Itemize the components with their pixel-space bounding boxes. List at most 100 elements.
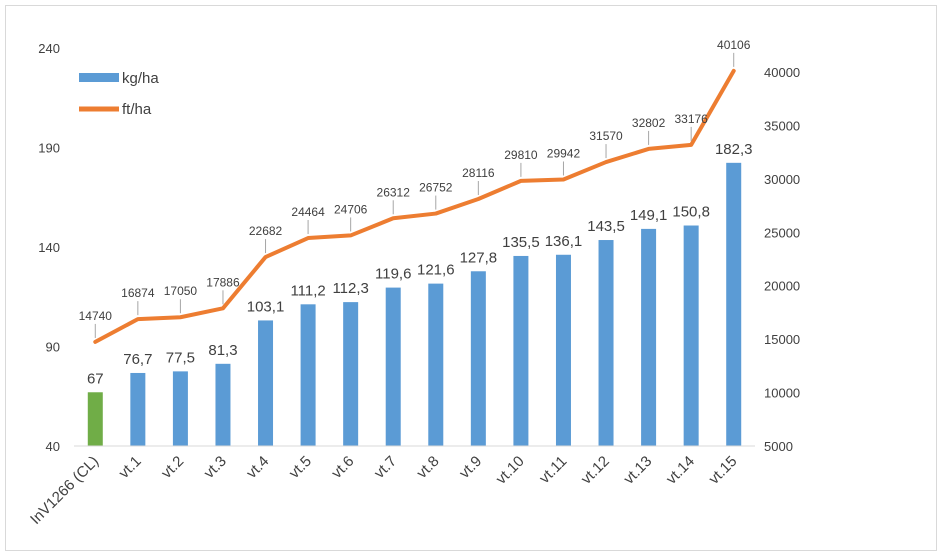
line-path	[93, 68, 736, 344]
line-point	[476, 197, 480, 201]
line-point	[306, 236, 310, 240]
category-label: vt.14	[663, 453, 698, 488]
right-axis-tick-label: 40000	[764, 65, 800, 80]
left-axis-tick-label: 40	[46, 439, 60, 454]
line-point	[732, 69, 736, 73]
line-data-label: 33176	[674, 112, 708, 126]
left-axis-tick-label: 140	[38, 240, 60, 255]
bar	[683, 225, 699, 446]
right-axis-tick-label: 35000	[764, 118, 800, 133]
right-axis-tick-label: 30000	[764, 172, 800, 187]
bar	[215, 363, 231, 446]
chart-frame	[5, 5, 937, 551]
line-data-label: 29942	[547, 146, 581, 160]
bar-data-label: 143,5	[587, 218, 625, 235]
bar-data-label: 103,1	[247, 298, 285, 315]
category-label: vt.3	[201, 453, 230, 482]
bar	[641, 228, 657, 446]
bar-data-label: 77,5	[166, 349, 195, 366]
category-label: vt.8	[413, 453, 442, 482]
bar-data-label: 112,3	[332, 280, 368, 297]
category-label: vt.13	[620, 453, 655, 488]
line-point	[93, 340, 97, 344]
bar	[130, 372, 146, 446]
bar-data-label: 127,8	[460, 249, 498, 266]
category-label: vt.9	[456, 453, 485, 482]
line-point	[434, 212, 438, 216]
bar	[300, 304, 316, 446]
bar-data-label: 67	[87, 370, 104, 387]
category-label: vt.4	[243, 453, 272, 482]
bar	[598, 240, 614, 446]
bar-data-label: 121,6	[417, 262, 455, 279]
line-point	[519, 179, 523, 183]
left-axis-tick-label: 240	[38, 41, 60, 56]
line-point	[264, 255, 268, 259]
line-point	[349, 233, 353, 237]
line-data-label: 24464	[291, 205, 325, 219]
line-data-label: 26752	[419, 181, 453, 195]
bar-data-label: 182,3	[715, 141, 753, 158]
category-label: vt.15	[706, 453, 741, 488]
category-axis: InV1266 (CL) vt.1 vt.2 vt.3 vt.4 vt.5 vt.6 vt.7…	[27, 445, 755, 528]
bar	[513, 255, 529, 446]
line-series: 14740 16874 17050 17886 22682 24464 24706 26312…	[79, 38, 751, 344]
category-label: vt.10	[493, 453, 528, 488]
line-data-label: 16874	[121, 286, 155, 300]
right-axis-tick-label: 25000	[764, 225, 800, 240]
category-label: InV1266 (CL)	[27, 453, 102, 528]
right-axis-tick-label: 5000	[764, 439, 793, 454]
left-axis: 40 90 140 190 240	[38, 41, 60, 454]
line-data-label: 14740	[79, 309, 113, 323]
bar	[87, 392, 103, 446]
line-data-label: 24706	[334, 202, 368, 216]
line-data-label: 22682	[249, 224, 283, 238]
bar-data-label: 149,1	[630, 207, 668, 224]
legend-label-bar: kg/ha	[122, 70, 159, 87]
category-label: vt.6	[328, 453, 357, 482]
line-data-label: 29810	[504, 148, 538, 162]
line-point	[689, 143, 693, 147]
bar	[726, 162, 742, 446]
bar-data-label: 135,5	[502, 234, 540, 251]
category-label: vt.5	[286, 453, 315, 482]
legend-swatch-bar	[79, 73, 119, 82]
bar	[385, 287, 401, 446]
legend: kg/ha ft/ha	[79, 70, 159, 118]
category-label: vt.7	[371, 453, 400, 482]
category-label: vt.1	[116, 453, 145, 482]
line-data-label: 26312	[377, 185, 411, 199]
bar-data-label: 76,7	[123, 351, 152, 368]
bar	[258, 320, 274, 446]
right-axis-tick-label: 20000	[764, 279, 800, 294]
line-point	[604, 160, 608, 164]
line-data-label: 32802	[632, 116, 666, 130]
legend-label-line: ft/ha	[122, 101, 152, 118]
line-data-label: 31570	[589, 129, 623, 143]
line-data-label: 40106	[717, 38, 751, 52]
bar-series: 67 76,7 77,5 81,3 103,1 111,2 112,3 119,6 121,6 1…	[87, 141, 753, 446]
line-data-label: 28116	[462, 166, 495, 180]
line-data-label: 17050	[164, 284, 198, 298]
line-point	[561, 177, 565, 181]
bar-data-label: 150,8	[672, 204, 710, 221]
line-point	[136, 317, 140, 321]
line-point	[391, 216, 395, 220]
line-point	[221, 306, 225, 310]
bar	[470, 271, 486, 446]
line-point	[647, 147, 651, 151]
right-axis: 5000 10000 15000 20000 25000 30000 35000 40000	[764, 65, 800, 454]
line-data-label: 17886	[206, 275, 240, 289]
bar	[343, 302, 359, 446]
category-label: vt.11	[536, 453, 570, 487]
category-label: vt.2	[158, 453, 187, 482]
line-point	[178, 315, 182, 319]
bar-data-label: 136,1	[545, 233, 583, 250]
left-axis-tick-label: 90	[46, 340, 60, 355]
bar	[428, 283, 444, 446]
bar-data-label: 111,2	[290, 282, 325, 299]
bar-data-label: 119,6	[375, 266, 411, 283]
bar	[172, 371, 188, 446]
